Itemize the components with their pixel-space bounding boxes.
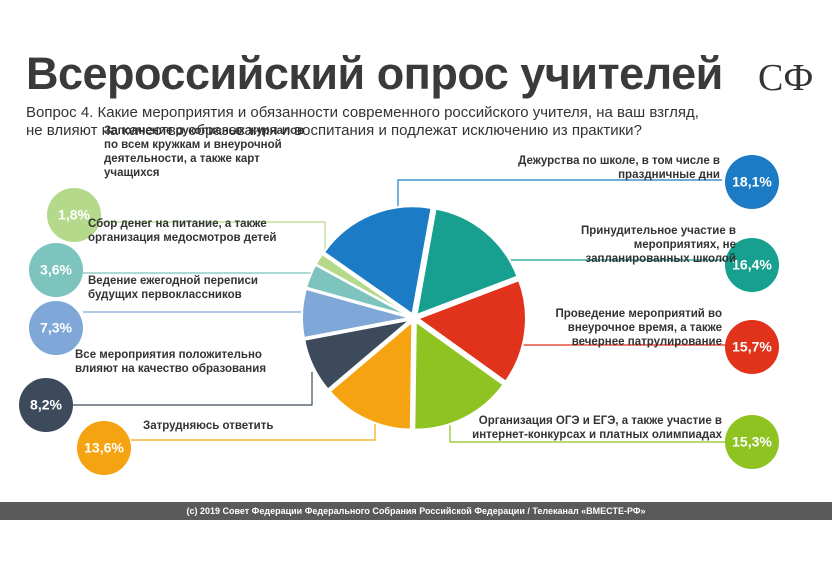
pie-slice — [415, 278, 527, 383]
pie-slice — [322, 205, 433, 317]
value-label: 8,2% — [30, 397, 62, 413]
value-label: 18,1% — [732, 174, 772, 190]
value-label: 1,8% — [58, 207, 90, 223]
category-label: Затрудняюсь ответить — [143, 420, 274, 432]
category-label: Заполнение рукописных журналов по всем к… — [104, 125, 305, 179]
value-bubble — [77, 421, 131, 475]
connector — [73, 372, 313, 406]
value-bubble — [725, 415, 779, 469]
value-label: 16,4% — [732, 257, 772, 273]
value-label: 3,6% — [40, 262, 72, 278]
category-label: Проведение мероприятий во внеурочное вре… — [555, 308, 722, 348]
category-label: Ведение ежегодной переписи будущих перво… — [88, 275, 258, 301]
value-label: 13,6% — [84, 440, 124, 456]
value-label: 15,3% — [732, 434, 772, 450]
pie-slice — [314, 252, 412, 317]
category-label: Сбор денег на питание, а также организац… — [88, 218, 277, 244]
pie-slice — [328, 319, 414, 431]
category-label: Организация ОГЭ и ЕГЭ, а также участие в… — [472, 415, 722, 441]
category-label: Все мероприятия положительно влияют на к… — [75, 349, 267, 375]
category-label: Дежурства по школе, в том числе в праздн… — [518, 155, 720, 181]
value-bubble — [725, 155, 779, 209]
logo: СФ — [758, 57, 814, 99]
value-bubble — [47, 188, 101, 242]
value-label: 7,3% — [40, 320, 72, 336]
pie-slice — [415, 207, 519, 317]
value-bubble — [29, 243, 83, 297]
value-bubble — [19, 378, 73, 432]
pie-slice — [413, 319, 505, 431]
pie-slice — [301, 287, 411, 340]
connector — [101, 221, 326, 250]
value-label: 15,7% — [732, 339, 772, 355]
title: Всероссийский опрос учителей — [26, 48, 723, 99]
value-bubble — [725, 238, 779, 292]
value-bubble — [725, 320, 779, 374]
value-bubble — [29, 301, 83, 355]
footer: (c) 2019 Совет Федерации Федерального Со… — [0, 502, 832, 520]
subtitle: Вопрос 4. Какие мероприятия и обязанност… — [26, 104, 699, 139]
category-label: Принудительное участие в мероприятиях, н… — [581, 225, 736, 265]
pie-slice — [303, 318, 414, 391]
connector — [397, 179, 722, 212]
